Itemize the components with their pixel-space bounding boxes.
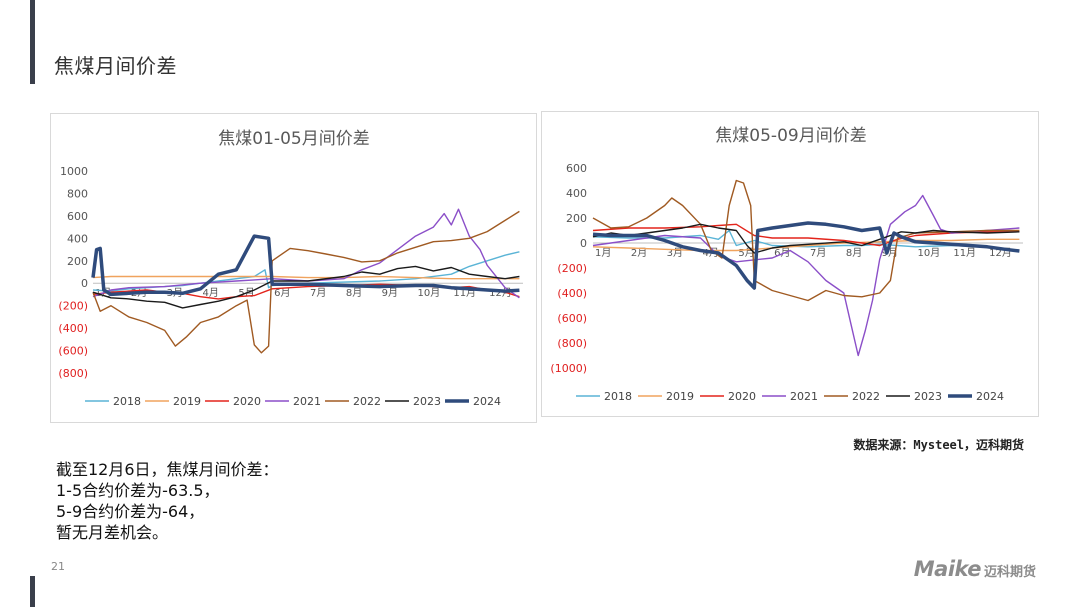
y-tick-label: 0 <box>81 277 88 290</box>
x-tick-label: 9月 <box>382 287 398 299</box>
chart-01-05-spread: 焦煤01-05月间价差 1000 800 600 400 200 0 (200) (400) (6… <box>50 113 537 423</box>
y-tick-label: 800 <box>67 187 88 200</box>
x-tick-label: 10月 <box>418 287 441 299</box>
y-tick-label: 400 <box>67 232 88 245</box>
legend-label: 2018 <box>113 395 141 408</box>
summary-line: 5-9合约价差为-64， <box>56 502 205 521</box>
summary-line: 1-5合约价差为-63.5， <box>56 481 220 500</box>
x-tick-label: 4月 <box>203 287 219 299</box>
series-line-2023 <box>592 223 1020 254</box>
legend-label: 2024 <box>976 390 1004 403</box>
series-line-2019 <box>92 275 520 280</box>
legend-label: 2022 <box>353 395 381 408</box>
series-line-2021 <box>592 194 1020 357</box>
series-line-2021 <box>92 208 520 299</box>
legend-label: 2023 <box>914 390 942 403</box>
legend-label: 2024 <box>473 395 501 408</box>
legend-label: 2021 <box>790 390 818 403</box>
x-tick-label: 6月 <box>274 287 290 299</box>
series-line-2024 <box>592 221 1020 290</box>
x-tick-label: 1月 <box>595 247 611 259</box>
accent-bar-bottom <box>30 576 35 607</box>
y-tick-label: (800) <box>557 337 587 350</box>
maike-logo: Maike 迈科期货 <box>914 557 1036 581</box>
y-tick-label: 600 <box>67 210 88 223</box>
chart-05-09-svg: 焦煤05-09月间价差 600 400 200 0 (200) (400) (600) (800… <box>550 126 1023 403</box>
y-tick-label: (400) <box>557 287 587 300</box>
legend-label: 2019 <box>173 395 201 408</box>
chart-title: 焦煤01-05月间价差 <box>218 129 369 149</box>
logo-text: 迈科期货 <box>983 565 1036 580</box>
x-tick-label: 8月 <box>346 287 362 299</box>
series-line-2023 <box>92 265 520 309</box>
y-tick-label: 200 <box>566 212 587 225</box>
series-line-2022 <box>92 210 520 354</box>
x-tick-label: 8月 <box>846 247 862 259</box>
chart-05-09-spread: 焦煤05-09月间价差 600 400 200 0 (200) (400) (600) (800… <box>541 111 1039 417</box>
chart-title: 焦煤05-09月间价差 <box>715 126 866 146</box>
legend-label: 2023 <box>413 395 441 408</box>
y-tick-label: (600) <box>557 312 587 325</box>
y-tick-label: (200) <box>58 300 88 313</box>
series-line-2024 <box>91 234 520 297</box>
summary-line: 暂无月差机会。 <box>56 523 169 542</box>
y-tick-label: 400 <box>566 187 587 200</box>
y-tick-label: (600) <box>58 345 88 358</box>
data-source-note: 数据来源：Mysteel，迈科期货 <box>853 438 1024 452</box>
summary-line: 截至12月6日，焦煤月间价差： <box>56 460 279 479</box>
legend-label: 2018 <box>604 390 632 403</box>
y-tick-label: (800) <box>58 367 88 380</box>
x-tick-label: 7月 <box>310 287 326 299</box>
y-tick-label: 600 <box>566 162 587 175</box>
x-tick-label: 7月 <box>810 247 826 259</box>
summary-text: 截至12月6日，焦煤月间价差： 1-5合约价差为-63.5， 5-9合约价差为-… <box>56 459 279 543</box>
legend-label: 2019 <box>666 390 694 403</box>
y-tick-label: (1000) <box>550 362 587 375</box>
x-tick-label: 11月 <box>953 247 976 259</box>
x-tick-label: 2月 <box>631 247 647 259</box>
y-tick-label: 200 <box>67 255 88 268</box>
y-tick-label: (200) <box>557 262 587 275</box>
logo-mark: Maike <box>913 557 982 581</box>
legend-label: 2020 <box>728 390 756 403</box>
page-title: 焦煤月间价差 <box>54 54 177 78</box>
series-line-2019 <box>592 238 1020 252</box>
legend-label: 2022 <box>852 390 880 403</box>
series-line-2020 <box>592 223 1020 247</box>
legend-label: 2020 <box>233 395 261 408</box>
series-line-2020 <box>92 283 520 300</box>
y-tick-label: 1000 <box>60 165 88 178</box>
page-number: 21 <box>51 560 65 573</box>
y-tick-label: 0 <box>580 237 587 250</box>
series-line-2022 <box>592 179 1020 302</box>
x-tick-label: 10月 <box>918 247 941 259</box>
legend-label: 2021 <box>293 395 321 408</box>
y-tick-label: (400) <box>58 322 88 335</box>
accent-bar-top <box>30 0 35 84</box>
chart-01-05-svg: 焦煤01-05月间价差 1000 800 600 400 200 0 (200) (400) (6… <box>58 129 523 408</box>
